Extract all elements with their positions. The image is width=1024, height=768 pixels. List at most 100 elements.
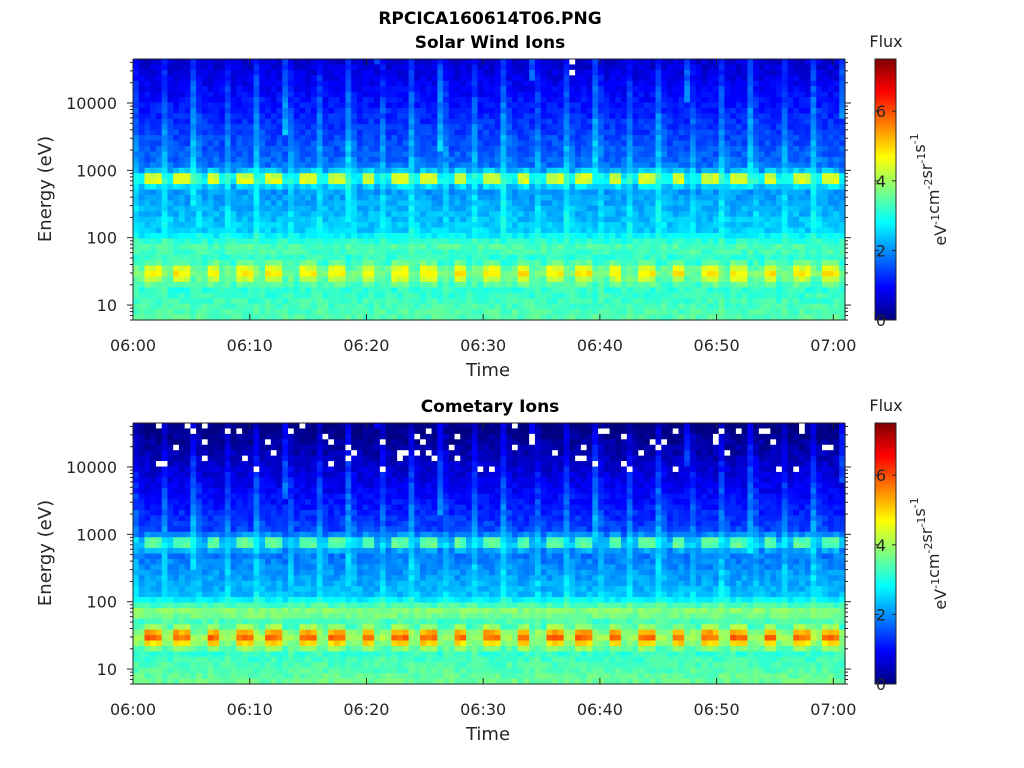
heatmap-cell bbox=[540, 205, 548, 212]
heatmap-cell bbox=[431, 86, 438, 93]
heatmap-cell bbox=[546, 102, 553, 109]
heatmap-cell bbox=[466, 194, 473, 201]
heatmap-cell bbox=[454, 156, 461, 163]
heatmap-cell bbox=[460, 249, 467, 256]
heatmap-cell bbox=[328, 86, 335, 93]
heatmap-cell bbox=[557, 135, 565, 142]
heatmap-cell bbox=[190, 189, 197, 196]
heatmap-cell bbox=[506, 75, 513, 82]
heatmap-cell bbox=[621, 80, 628, 87]
heatmap-cell bbox=[454, 113, 461, 120]
heatmap-cell bbox=[477, 243, 484, 250]
heatmap-cell bbox=[402, 167, 410, 174]
heatmap-cell bbox=[448, 135, 456, 142]
heatmap-cell bbox=[293, 80, 301, 87]
heatmap-cell bbox=[626, 178, 634, 185]
heatmap-cell bbox=[242, 129, 249, 136]
heatmap-cell bbox=[718, 184, 726, 191]
heatmap-cell bbox=[425, 173, 433, 180]
heatmap-cell bbox=[569, 216, 576, 223]
heatmap-cell bbox=[621, 309, 628, 316]
heatmap-cell bbox=[293, 113, 301, 120]
heatmap-cell bbox=[557, 271, 565, 278]
heatmap-cell bbox=[150, 151, 157, 158]
heatmap-cell bbox=[178, 146, 186, 153]
heatmap-cell bbox=[603, 162, 611, 169]
heatmap-cell bbox=[672, 260, 680, 267]
heatmap-cell bbox=[546, 107, 553, 114]
heatmap-cell bbox=[454, 194, 461, 201]
heatmap-cell bbox=[603, 227, 611, 234]
heatmap-cell bbox=[173, 260, 180, 267]
heatmap-cell bbox=[150, 91, 157, 98]
heatmap-cell bbox=[626, 80, 634, 87]
heatmap-cell bbox=[718, 178, 726, 185]
heatmap-cell bbox=[678, 102, 685, 109]
heatmap-cell bbox=[144, 129, 151, 136]
heatmap-cell bbox=[374, 86, 381, 93]
heatmap-cell bbox=[213, 238, 220, 245]
heatmap-cell bbox=[391, 107, 398, 114]
heatmap-cell bbox=[678, 59, 685, 66]
heatmap-cell bbox=[178, 233, 186, 240]
heatmap-cell bbox=[655, 211, 662, 218]
heatmap-cell bbox=[351, 113, 358, 120]
heatmap-cell bbox=[368, 129, 375, 136]
heatmap-cell bbox=[575, 211, 582, 218]
heatmap-cell bbox=[483, 140, 490, 147]
heatmap-cell bbox=[219, 86, 226, 93]
heatmap-cell bbox=[707, 156, 714, 163]
heatmap-cell bbox=[661, 265, 668, 272]
heatmap-cell bbox=[626, 64, 634, 71]
heatmap-cell bbox=[517, 271, 525, 278]
heatmap-cell bbox=[362, 173, 370, 180]
heatmap-cell bbox=[402, 69, 410, 76]
heatmap-cell bbox=[626, 309, 634, 316]
heatmap-cell bbox=[626, 271, 634, 278]
heatmap-cell bbox=[569, 260, 576, 267]
heatmap-cell bbox=[270, 135, 278, 142]
heatmap-cell bbox=[575, 249, 582, 256]
heatmap-cell bbox=[517, 205, 525, 212]
heatmap-cell bbox=[689, 194, 697, 201]
heatmap-cell bbox=[632, 167, 639, 174]
heatmap-cell bbox=[230, 97, 237, 104]
heatmap-cell bbox=[402, 309, 410, 316]
heatmap-cell bbox=[603, 64, 611, 71]
heatmap-cell bbox=[724, 254, 731, 261]
heatmap-cell bbox=[644, 249, 651, 256]
heatmap-cell bbox=[167, 129, 174, 136]
heatmap-cell bbox=[265, 97, 272, 104]
heatmap-cell bbox=[368, 64, 375, 71]
heatmap-cell bbox=[644, 102, 651, 109]
heatmap-cell bbox=[316, 249, 324, 256]
heatmap-cell bbox=[311, 178, 318, 185]
heatmap-cell bbox=[667, 146, 674, 153]
heatmap-cell bbox=[689, 265, 697, 272]
heatmap-cell bbox=[299, 129, 306, 136]
heatmap-cell bbox=[655, 189, 662, 196]
heatmap-cell bbox=[552, 260, 559, 267]
heatmap-cell bbox=[414, 107, 421, 114]
heatmap-cell bbox=[552, 178, 559, 185]
heatmap-cell bbox=[712, 233, 720, 240]
heatmap-cell bbox=[598, 184, 605, 191]
heatmap-cell bbox=[615, 135, 622, 142]
heatmap-cell bbox=[563, 86, 570, 93]
heatmap-cell bbox=[506, 80, 513, 87]
heatmap-cell bbox=[391, 173, 398, 180]
heatmap-cell bbox=[609, 135, 616, 142]
heatmap-cell bbox=[546, 243, 553, 250]
heatmap-cell bbox=[615, 211, 622, 218]
heatmap-cell bbox=[155, 107, 163, 114]
heatmap-cell bbox=[178, 167, 186, 174]
heatmap-cell bbox=[661, 113, 668, 120]
heatmap-cell bbox=[282, 189, 289, 196]
heatmap-cell bbox=[420, 194, 427, 201]
heatmap-cell bbox=[586, 303, 593, 310]
heatmap-cell bbox=[649, 167, 657, 174]
heatmap-cell bbox=[615, 260, 622, 267]
heatmap-cell bbox=[213, 91, 220, 98]
heatmap-cell bbox=[178, 298, 186, 305]
heatmap-cell bbox=[167, 292, 174, 299]
